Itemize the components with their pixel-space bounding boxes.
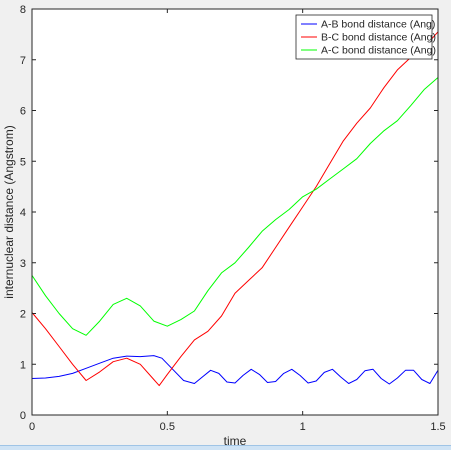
x-tick-label: 1.5 (430, 421, 445, 433)
y-tick-label: 1 (20, 359, 26, 371)
y-tick-label: 7 (20, 55, 26, 67)
x-tick-label: 0 (29, 421, 35, 433)
series-layer (31, 31, 439, 387)
legend-entry-1: A-B bond distance (Ang) (321, 19, 435, 31)
x-axis-label: time (224, 434, 247, 448)
legend-entry-3: A-C bond distance (Ang) (321, 45, 436, 57)
legend: A-B bond distance (Ang)B-C bond distance… (295, 14, 436, 60)
x-tick-label: 0.5 (160, 421, 175, 433)
y-tick-label: 3 (20, 258, 26, 270)
axes-layer: 0 0.5 1 1.5 0 1 2 3 4 5 6 7 8 (20, 4, 446, 433)
legend-box (295, 14, 433, 60)
y-tick-label: 6 (20, 106, 26, 118)
legend-entry-2: B-C bond distance (Ang) (321, 32, 436, 44)
y-tick-label: 0 (20, 410, 26, 422)
series-line-1 (31, 355, 439, 385)
window-bottom-strip (0, 445, 451, 450)
plot-background (32, 9, 438, 415)
x-tick-label: 1 (300, 421, 306, 433)
y-tick-label: 4 (20, 207, 26, 219)
series-line-3 (31, 77, 439, 336)
y-tick-label: 2 (20, 309, 26, 321)
y-tick-label: 8 (20, 4, 26, 16)
y-axis-label: internuclear distance (Angstrom) (2, 125, 16, 298)
y-tick-label: 5 (20, 156, 26, 168)
series-line-2 (31, 31, 439, 387)
